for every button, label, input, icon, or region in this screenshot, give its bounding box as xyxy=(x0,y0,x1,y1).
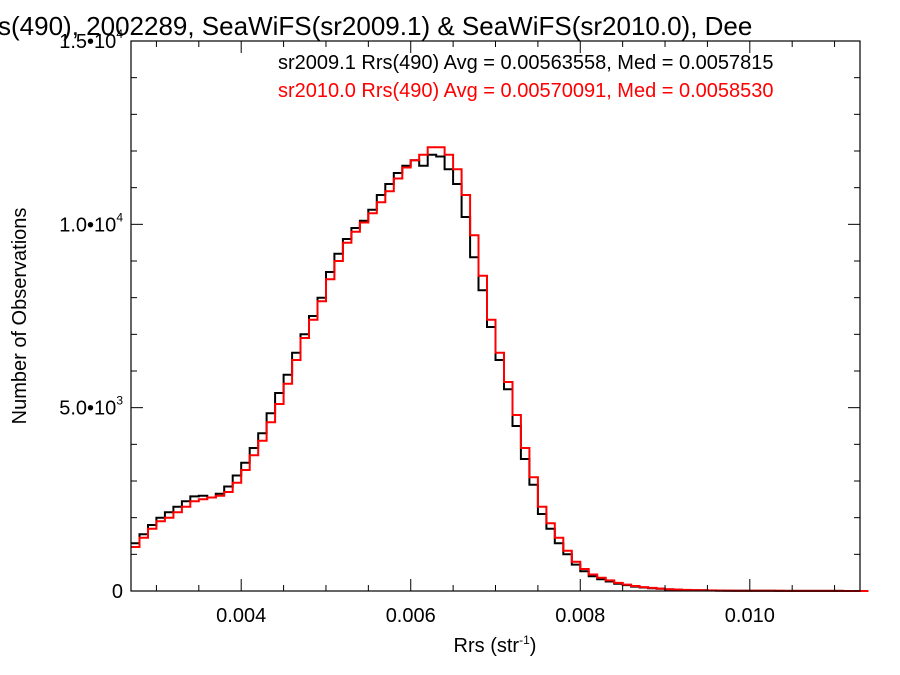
x-tick-label: 0.004 xyxy=(216,605,266,627)
x-axis-label-suffix: ) xyxy=(530,635,537,657)
legend-entry-sr2009: sr2009.1 Rrs(490) Avg = 0.00563558, Med … xyxy=(278,52,774,74)
legend-entry-sr2010: sr2010.0 Rrs(490) Avg = 0.00570091, Med … xyxy=(278,80,774,102)
series-line-0 xyxy=(131,153,869,592)
x-axis-label: Rrs (str-1) xyxy=(454,633,537,657)
plot-frame xyxy=(130,40,861,592)
series-layer xyxy=(131,146,869,592)
y-tick-label: 1.0•104 xyxy=(59,210,123,236)
legend: sr2009.1 Rrs(490) Avg = 0.00563558, Med … xyxy=(278,52,774,102)
x-tick-label: 0.006 xyxy=(386,605,436,627)
y-axis-label: Number of Observations xyxy=(9,208,31,425)
x-axis-label-main: Rrs (str xyxy=(454,635,520,657)
series-line-1 xyxy=(131,146,869,592)
y-tick-label: 1.5•104 xyxy=(59,27,123,53)
ticks-layer: 0.004 0.006 0.008 0.010 0 5.0•103 1.0•104 1.5•1… xyxy=(59,27,860,627)
y-tick-label: 0 xyxy=(112,581,123,603)
x-axis-label-superscript: -1 xyxy=(519,633,530,647)
y-tick-label: 5.0•103 xyxy=(59,394,123,420)
x-tick-label: 0.008 xyxy=(555,605,605,627)
chart-title: s(490), 2002289, SeaWiFS(sr2009.1) & Sea… xyxy=(0,11,752,41)
x-tick-label: 0.010 xyxy=(725,605,775,627)
